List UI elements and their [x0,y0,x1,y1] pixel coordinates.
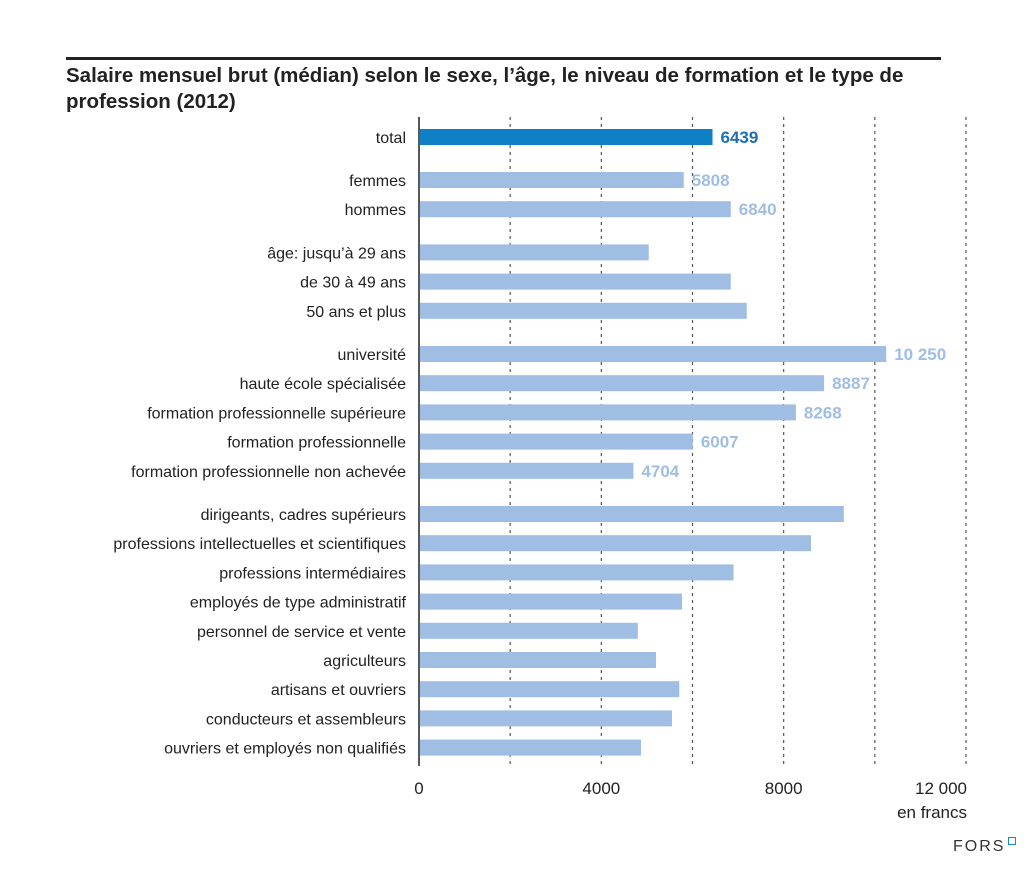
category-label: personnel de service et vente [197,624,406,641]
data-label: 6840 [739,200,777,219]
fors-logo: FORS [953,838,1006,855]
bar [420,201,731,218]
category-label: haute école spécialisée [240,376,406,393]
bar [420,652,657,668]
fors-logo-square-icon [1008,837,1016,845]
data-label: 10 250 [894,345,946,364]
x-tick-label: 12 000 [915,779,967,798]
bar [420,710,672,727]
category-label: formation professionnelle [227,435,406,452]
bar [420,129,713,145]
bar [420,375,825,392]
category-label: âge: jusqu’à 29 ans [267,245,406,262]
category-label: professions intermédiaires [219,565,406,582]
bar [420,462,634,479]
category-label: total [376,130,406,147]
title-rule [66,57,941,60]
bar [420,273,731,290]
bar [420,535,812,552]
bar [420,433,693,450]
data-label: 8887 [832,374,870,393]
bar [420,564,734,581]
chart-title: Salaire mensuel brut (médian) selon le s… [66,64,904,113]
category-label: formation professionnelle supérieure [147,405,406,422]
data-label: 8268 [804,403,842,422]
bar [420,244,649,261]
bar [420,404,796,421]
category-label: agriculteurs [323,653,406,670]
x-tick-label: 0 [414,779,423,798]
bar [420,302,747,319]
category-label: professions intellectuelles et scientifi… [113,536,406,553]
bar [420,593,683,610]
bar [420,681,680,698]
category-label: artisans et ouvriers [271,682,406,699]
category-label: de 30 à 49 ans [300,275,406,292]
data-label: 6007 [701,433,739,452]
category-label: formation professionnelle non achevée [131,464,406,481]
category-label: femmes [349,173,406,190]
category-label: hommes [345,202,406,219]
data-label: 5808 [692,171,730,190]
bar [420,622,638,639]
data-label: 4704 [641,462,679,481]
x-tick-label: 8000 [765,779,803,798]
x-axis-label: en francs [897,803,967,822]
bar [420,172,684,188]
data-label: 6439 [721,128,759,147]
category-label: ouvriers et employés non qualifiés [164,741,406,758]
category-label: dirigeants, cadres supérieurs [201,507,406,524]
category-label: université [338,347,407,364]
bar [420,506,844,522]
bar [420,346,887,362]
category-label: employés de type administratif [190,595,407,612]
bar [420,739,641,756]
x-tick-label: 4000 [582,779,620,798]
category-label: 50 ans et plus [306,304,406,321]
category-label: conducteurs et assembleurs [206,711,406,728]
